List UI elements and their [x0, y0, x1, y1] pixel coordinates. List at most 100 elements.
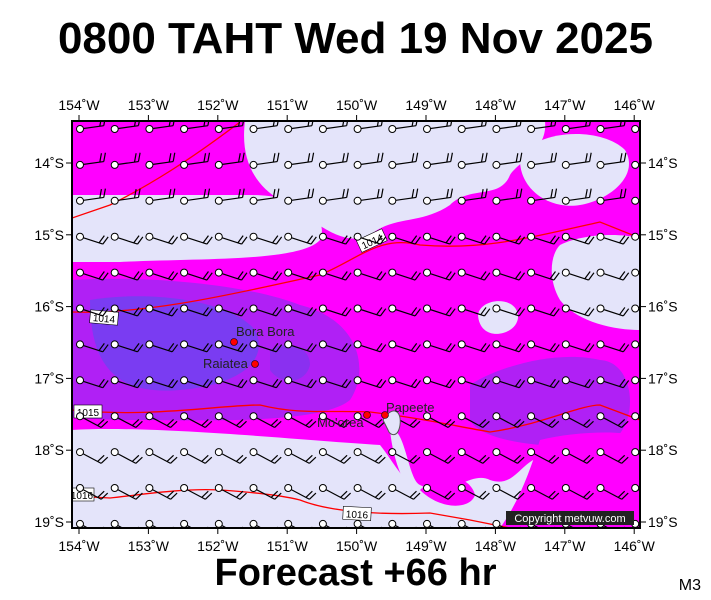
lat-label-right: 15˚S	[648, 227, 678, 243]
wind-barb	[249, 448, 282, 464]
wind-barb	[631, 412, 640, 421]
wind-barb	[145, 232, 179, 245]
wind-barb	[76, 232, 109, 245]
rain-shading	[72, 121, 640, 528]
wind-barb	[353, 340, 387, 353]
wind-barb	[76, 412, 109, 428]
wind-barb	[145, 340, 179, 353]
wind-barb	[631, 484, 640, 492]
lon-label-bottom: 152˚W	[197, 538, 239, 554]
wind-barb	[388, 121, 418, 133]
wind-barb	[527, 376, 560, 389]
isobar-label: 1016	[71, 491, 94, 502]
wind-barb	[596, 188, 627, 205]
lon-label-top: 148˚W	[475, 97, 517, 113]
wind-barb	[249, 340, 283, 353]
wind-barb	[249, 268, 283, 281]
wind-barb	[284, 268, 317, 281]
wind-barb	[110, 519, 140, 528]
wind-barb	[561, 268, 595, 281]
wind-barb	[318, 412, 352, 428]
isobar-label: 1015	[77, 408, 100, 419]
wind-barb	[353, 304, 387, 317]
wind-barb	[318, 376, 352, 389]
wind-barb	[214, 304, 248, 317]
wind-barb	[353, 152, 384, 169]
wind-barb	[492, 484, 525, 500]
wind-barb	[214, 376, 248, 389]
map-frame	[71, 120, 641, 529]
wind-barb	[596, 448, 629, 464]
wind-barb	[353, 484, 386, 500]
map-title: 0800 TAHT Wed 19 Nov 2025	[57, 14, 654, 63]
lat-label-right: 17˚S	[648, 370, 678, 386]
wind-barb	[214, 188, 245, 205]
wind-barb	[388, 152, 419, 169]
wind-barb	[423, 268, 456, 281]
wind-barb	[145, 412, 178, 428]
wind-barb	[284, 152, 315, 169]
wind-barb	[214, 412, 247, 428]
wind-barb	[318, 304, 352, 317]
wind-barb	[423, 484, 456, 500]
lon-label-top: 150˚W	[336, 97, 378, 113]
wind-barb	[423, 376, 456, 389]
wind-barb	[284, 376, 317, 389]
wind-barb	[284, 412, 317, 428]
wind-barb	[76, 340, 109, 353]
isobar-1014	[72, 221, 640, 313]
wind-barb	[423, 152, 453, 169]
wind-barb	[180, 340, 213, 353]
wind-barb	[596, 376, 630, 389]
lon-label-bottom: 146˚W	[614, 538, 656, 554]
place-label-raiatea: Raiatea	[203, 356, 249, 371]
wind-barb	[561, 376, 595, 389]
lat-label-right: 18˚S	[648, 442, 678, 458]
wind-barb	[110, 268, 144, 281]
wind-barb	[110, 448, 143, 464]
lon-label-top: 146˚W	[614, 97, 656, 113]
place-label-bora-bora: Bora Bora	[236, 324, 295, 339]
wind-barb	[527, 448, 560, 464]
raiatea-marker	[251, 360, 259, 368]
wind-barb	[457, 152, 488, 169]
wind-barb	[527, 340, 560, 353]
wind-barb	[76, 484, 109, 500]
wind-barb	[596, 152, 627, 169]
lat-label-left: 19˚S	[34, 514, 64, 530]
papeete-marker	[381, 411, 389, 419]
wind-barb	[596, 484, 629, 500]
place-label-papeete: Papeete	[386, 400, 434, 415]
isobar-1015	[72, 404, 640, 433]
wind-barb	[596, 340, 630, 353]
lat-label-left: 14˚S	[34, 155, 64, 171]
wind-barb	[76, 268, 109, 281]
wind-barb	[284, 232, 317, 245]
copyright-box	[506, 511, 634, 525]
wind-barbs	[76, 121, 640, 528]
wind-barb	[318, 448, 352, 464]
lat-label-left: 17˚S	[34, 370, 64, 386]
wind-barb	[180, 304, 213, 317]
wind-barb	[249, 519, 279, 528]
wind-barb	[249, 484, 282, 500]
wind-barb	[180, 484, 213, 500]
lon-label-top: 147˚W	[544, 97, 586, 113]
wind-barb	[180, 152, 211, 169]
wind-barb	[457, 304, 491, 317]
wind-barb	[527, 304, 560, 317]
wind-barb	[145, 484, 178, 500]
wind-barb	[318, 484, 352, 500]
lat-label-left: 18˚S	[34, 442, 64, 458]
wind-barb	[249, 188, 280, 205]
wind-barb	[492, 412, 525, 428]
wind-barb	[318, 340, 352, 353]
axes: 154˚W 154˚W 153˚W 153˚W 152˚W 152˚W 151˚W 151˚W…	[34, 97, 677, 554]
wind-barb	[527, 188, 558, 205]
wind-barb	[423, 188, 453, 205]
lon-label-bottom: 154˚W	[58, 538, 100, 554]
wind-barb	[145, 376, 179, 389]
isobar-label: 1014	[92, 313, 116, 326]
wind-barb	[180, 232, 213, 245]
lon-label-top: 153˚W	[128, 97, 170, 113]
